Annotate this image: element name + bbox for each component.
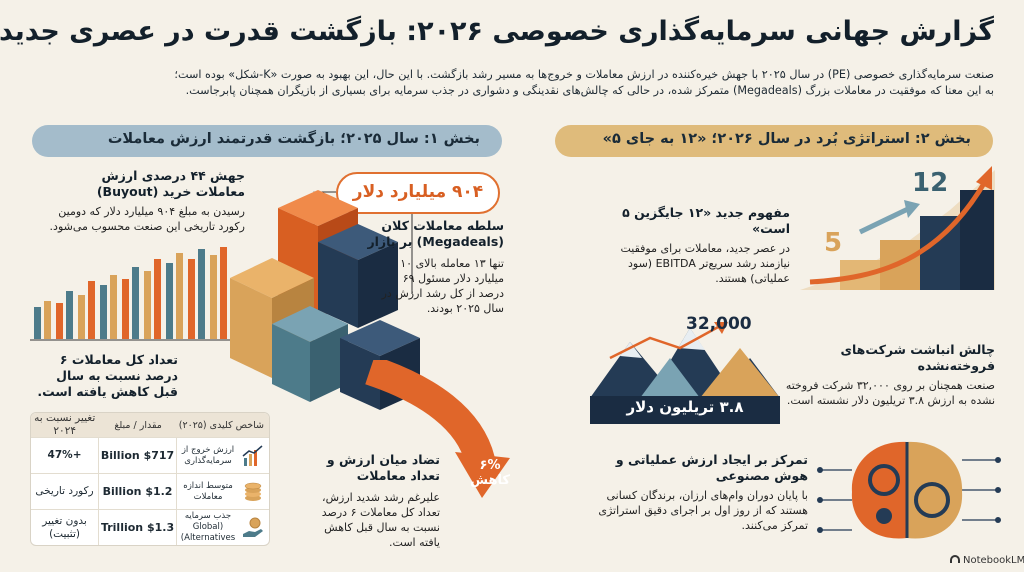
metric-change: +47%: [47, 449, 82, 461]
growth-chart-icon: [242, 444, 263, 466]
growth-bars-icon: [30, 247, 236, 341]
header-value: مقدار / مبلغ: [114, 419, 162, 431]
strategy-body: در عصر جدید، معاملات برای موفقیت نیازمند…: [620, 242, 790, 285]
cubes-illustration: [230, 190, 420, 410]
backlog-value-label: ۳.۸ تریلیون دلار: [626, 398, 744, 416]
logo-icon: [950, 555, 960, 563]
buyout-body: رسیدن به مبلغ ۹۰۴ میلیارد دلار که دومین …: [49, 205, 245, 233]
hand-coin-icon: [243, 517, 263, 537]
ai-brain-icon: [817, 441, 1001, 539]
backlog-title: چالش انباشت شرکت‌های فروخته‌نشده: [840, 342, 995, 373]
ai-block: تمرکز بر ایجاد ارزش عملیاتی و هوش مصنوعی…: [598, 452, 808, 533]
table-row: ارزش خروج از سرمایه‌گذاری $717 Billion +…: [31, 437, 269, 473]
header-metric: شاخص کلیدی (۲۰۲۵): [178, 419, 264, 431]
megadeals-title: سلطه معاملات کلان (Megadeals) بر بازار: [367, 218, 504, 249]
backlog-mountains-icon: [590, 322, 780, 424]
coin-stack-icon: [244, 482, 262, 501]
metric-label: متوسط اندازه معاملات: [183, 480, 233, 502]
ai-body: با پایان دوران وام‌های ارزان، برندگان کس…: [598, 489, 808, 532]
backlog-number: 32,000: [686, 314, 752, 334]
key-metrics-table: شاخص کلیدی (۲۰۲۵) مقدار / مبلغ تغییر نسب…: [30, 412, 270, 546]
contrast-body: علیرغم رشد شدید ارزش، تعداد کل معاملات ۶…: [321, 491, 440, 549]
intro-line-2: به این معنا که موفقیت در معاملات بزرگ (M…: [185, 84, 994, 97]
table-header: شاخص کلیدی (۲۰۲۵) مقدار / مبلغ تغییر نسب…: [31, 413, 269, 437]
megadeals-block: سلطه معاملات کلان (Megadeals) بر بازار ت…: [344, 218, 504, 316]
value-904-badge: ۹۰۴ میلیارد دلار: [336, 172, 500, 214]
strategy-num-small: 5: [824, 228, 843, 258]
table-row: جذب سرمایه (Global Alternatives) $1.3 Tr…: [31, 509, 269, 545]
notebooklm-logo: NotebookLM: [950, 555, 1024, 566]
metric-value: $1.2 Billion: [98, 474, 177, 509]
table-row: متوسط اندازه معاملات $1.2 Billion رکورد …: [31, 473, 269, 509]
metric-change: رکورد تاریخی: [35, 485, 94, 497]
metric-label: ارزش خروج از سرمایه‌گذاری: [181, 444, 235, 466]
decline-label: ۶% کاهش: [470, 458, 510, 488]
contrast-block: تضاد میان ارزش و تعداد معاملات علیرغم رش…: [300, 452, 440, 550]
megadeals-body: تنها ۱۳ معامله بالای ۱۰ میلیارد دلار مسئ…: [381, 257, 504, 315]
buyout-block: جهش ۴۴ درصدی ارزش معاملات خرید (Buyout) …: [30, 168, 245, 234]
contrast-title: تضاد میان ارزش و تعداد معاملات: [326, 452, 440, 483]
section-1-header: بخش ۱: سال ۲۰۲۵؛ بازگشت قدرتمند ارزش معا…: [32, 125, 502, 157]
metric-label: جذب سرمایه (Global Alternatives): [180, 511, 236, 543]
backlog-body: صنعت همچنان بر روی ۳۲,۰۰۰ شرکت فروخته نش…: [785, 379, 995, 407]
backlog-block: چالش انباشت شرکت‌های فروخته‌نشده صنعت هم…: [785, 342, 995, 408]
metric-value: $717 Billion: [98, 438, 177, 473]
strategy-title: مفهوم جدید «۱۲ جایگزین ۵ است»: [622, 205, 790, 236]
connector-line-2: [411, 214, 413, 294]
intro-line-1: صنعت سرمایه‌گذاری خصوصی (PE) در سال ۲۰۲۵…: [174, 68, 994, 81]
section-2-header: بخش ۲: استراتژی بُرد در سال ۲۰۲۶؛ «۱۲ به…: [555, 125, 993, 157]
page-title: گزارش جهانی سرمایه‌گذاری خصوصی ۲۰۲۶: باز…: [0, 16, 994, 47]
header-change: تغییر نسبت به ۲۰۲۴: [34, 412, 96, 437]
metric-change: بدون تغییر (تثبیت): [42, 514, 87, 540]
ai-title: تمرکز بر ایجاد ارزش عملیاتی و هوش مصنوعی: [615, 452, 808, 483]
decline-arrow: [365, 360, 510, 498]
count-text: تعداد کل معاملات ۶ درصد نسبت به سال قبل …: [37, 352, 178, 399]
logo-text: NotebookLM: [963, 555, 1024, 566]
strategy-growth-icon: [800, 166, 995, 290]
buyout-title: جهش ۴۴ درصدی ارزش معاملات خرید (Buyout): [96, 168, 245, 199]
strategy-block: مفهوم جدید «۱۲ جایگزین ۵ است» در عصر جدی…: [620, 205, 790, 286]
strategy-num-large: 12: [912, 168, 949, 198]
metric-value: $1.3 Trillion: [98, 510, 177, 545]
